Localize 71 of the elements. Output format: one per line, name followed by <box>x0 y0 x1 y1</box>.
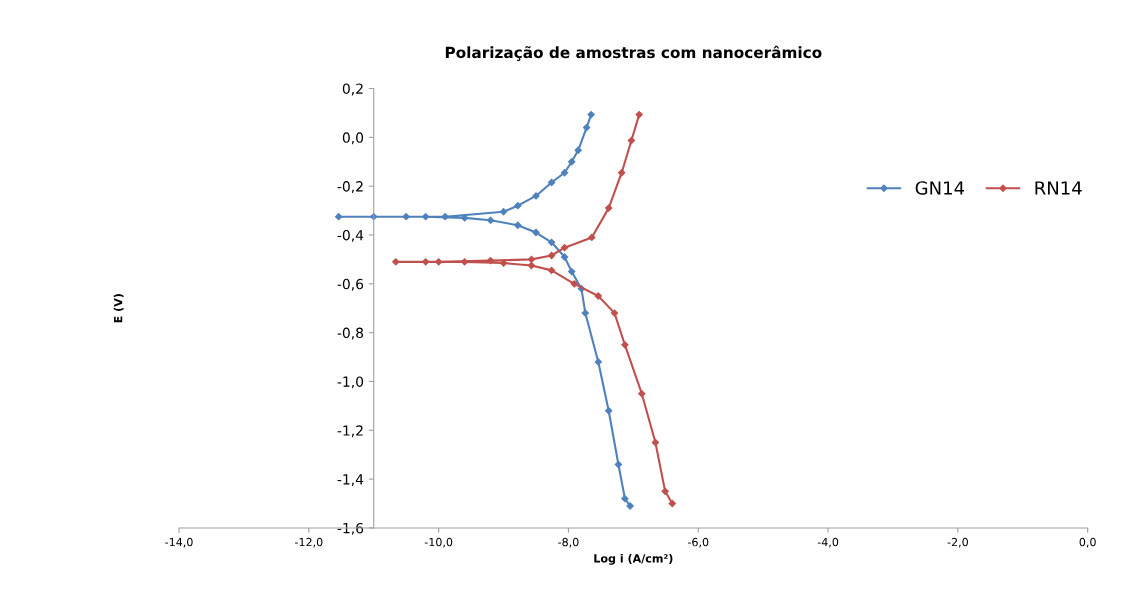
y-tick-label: -0,2 <box>337 181 363 194</box>
x-tick-label: -10,0 <box>424 537 453 548</box>
point <box>618 169 626 177</box>
x-tick-label: -2,0 <box>947 537 968 548</box>
point <box>568 158 576 166</box>
point <box>392 258 400 266</box>
point <box>635 110 643 119</box>
point <box>402 213 410 221</box>
y-tick-label: -0,8 <box>337 327 364 340</box>
point <box>514 202 522 210</box>
point <box>560 244 569 252</box>
point <box>570 280 578 288</box>
point <box>422 213 430 221</box>
point <box>651 438 660 447</box>
point <box>588 233 596 242</box>
y-tick-label: -0,4 <box>337 229 364 242</box>
y-tick-label: 0,2 <box>342 83 363 96</box>
y-tick-label: -0,6 <box>337 278 364 291</box>
point <box>547 251 556 260</box>
point <box>441 213 449 221</box>
chart-title: Polarização de amostras com nanocerâmico <box>445 45 822 61</box>
point <box>547 266 556 275</box>
point <box>499 259 508 267</box>
point <box>594 292 602 300</box>
point <box>514 221 522 229</box>
x-tick-label: 0,0 <box>1079 537 1096 548</box>
point <box>532 192 540 200</box>
point <box>547 238 556 246</box>
x-tick-label: -12,0 <box>294 537 323 548</box>
x-tick-label: -6,0 <box>687 537 709 548</box>
point <box>610 309 619 317</box>
point <box>605 407 613 415</box>
point <box>560 253 569 261</box>
point <box>668 499 676 508</box>
point <box>574 146 582 154</box>
point <box>547 178 556 187</box>
y-axis-title: E (V) <box>113 294 124 323</box>
point <box>581 309 589 317</box>
x-tick-label: -8,0 <box>558 537 579 548</box>
y-tick-label: -1,6 <box>337 522 364 535</box>
y-tick-label: -1,2 <box>337 425 363 438</box>
point <box>434 258 443 266</box>
point <box>614 460 623 469</box>
point <box>335 213 343 221</box>
x-tick-label: -14,0 <box>165 537 193 548</box>
x-tick-label: -4,0 <box>817 537 839 548</box>
point <box>621 341 629 349</box>
point <box>661 487 669 495</box>
y-tick-label: 0,0 <box>342 132 364 145</box>
x-axis-title: Log i (A/cm²) <box>594 553 673 565</box>
point <box>626 502 634 510</box>
point <box>527 255 536 264</box>
point <box>532 228 540 237</box>
point <box>568 267 576 276</box>
legend-label: GN14 <box>915 181 965 195</box>
point <box>486 256 495 265</box>
y-tick-label: -1,0 <box>337 376 364 389</box>
point <box>422 258 430 266</box>
point <box>627 136 636 145</box>
point <box>486 216 495 224</box>
y-tick-label: -1,4 <box>337 474 364 487</box>
point <box>560 169 569 177</box>
point <box>460 214 469 222</box>
point <box>594 358 602 366</box>
point <box>582 123 591 132</box>
point <box>605 204 613 212</box>
point <box>638 390 646 398</box>
point <box>499 208 508 216</box>
legend-label: RN14 <box>1035 181 1082 195</box>
point <box>587 110 595 119</box>
point <box>621 495 629 503</box>
